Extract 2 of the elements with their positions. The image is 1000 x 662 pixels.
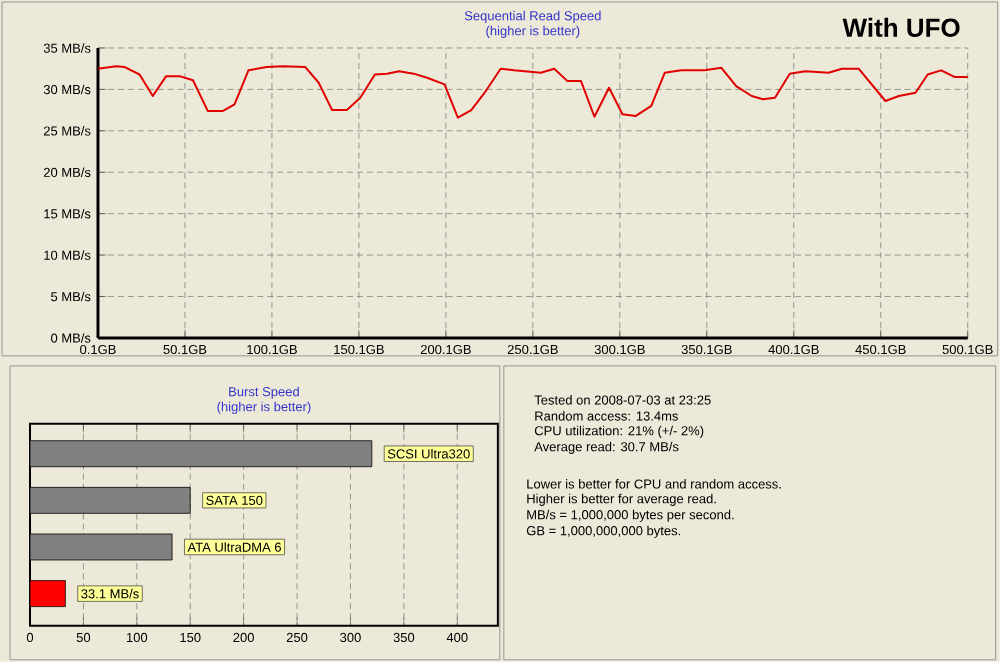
line-series [96, 65, 969, 119]
text: With UFO [842, 17, 960, 38]
